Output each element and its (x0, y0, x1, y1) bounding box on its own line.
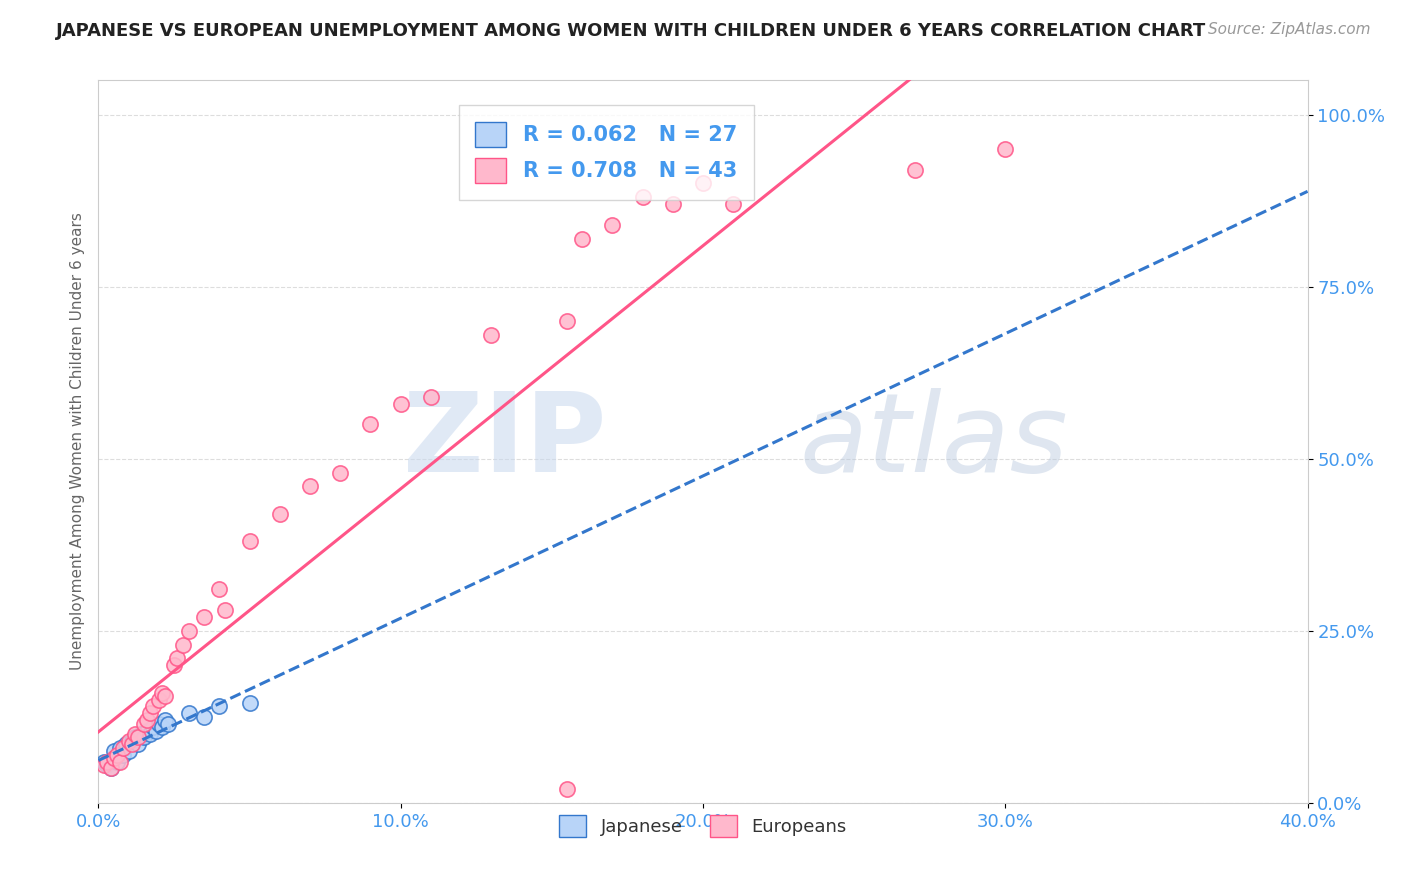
Point (108, 755, 131, 769)
Point (153, 689, 176, 703)
Point (124, 731, 146, 745)
Point (156, 716, 179, 731)
Point (723, 197, 745, 211)
Point (129, 727, 152, 741)
Point (118, 744, 141, 758)
Point (239, 696, 262, 710)
Point (555, 314, 578, 328)
Point (132, 716, 155, 731)
Point (96, 755, 118, 769)
Point (153, 713, 176, 727)
Point (269, 507, 291, 521)
Point (105, 755, 128, 769)
Point (96, 758, 118, 772)
Point (139, 706, 162, 721)
Point (602, 218, 624, 232)
Point (103, 751, 125, 765)
Point (571, 231, 593, 245)
Point (114, 737, 136, 751)
Point (127, 731, 149, 745)
Point (329, 466, 352, 480)
Point (692, 177, 714, 191)
Point (163, 658, 186, 673)
Point (994, 142, 1017, 156)
Point (904, 162, 927, 177)
Point (179, 624, 201, 638)
Point (150, 686, 173, 700)
Point (239, 534, 262, 549)
Legend: Japanese, Europeans: Japanese, Europeans (553, 808, 853, 845)
Point (148, 692, 170, 706)
Point (93, 758, 115, 772)
Point (661, 197, 683, 211)
Point (93, 755, 115, 769)
Point (121, 734, 143, 748)
Point (124, 727, 146, 741)
Point (100, 761, 122, 775)
Point (121, 737, 143, 751)
Point (111, 740, 134, 755)
Point (135, 713, 157, 727)
Point (118, 734, 141, 748)
Point (100, 761, 122, 775)
Point (166, 651, 188, 665)
Point (208, 582, 231, 597)
Point (139, 727, 162, 741)
Point (208, 699, 231, 714)
Point (103, 744, 125, 758)
Point (193, 710, 215, 724)
Text: ZIP: ZIP (404, 388, 606, 495)
Point (108, 740, 131, 755)
Point (132, 731, 155, 745)
Y-axis label: Unemployment Among Women with Children Under 6 years: Unemployment Among Women with Children U… (69, 212, 84, 671)
Point (105, 747, 128, 762)
Point (179, 706, 201, 721)
Point (214, 603, 236, 617)
Point (389, 397, 412, 411)
Point (127, 737, 149, 751)
Text: JAPANESE VS EUROPEAN UNEMPLOYMENT AMONG WOMEN WITH CHILDREN UNDER 6 YEARS CORREL: JAPANESE VS EUROPEAN UNEMPLOYMENT AMONG … (56, 22, 1206, 40)
Point (142, 720, 165, 734)
Point (193, 610, 215, 624)
Point (103, 751, 125, 765)
Point (299, 479, 322, 493)
Point (150, 720, 173, 734)
Point (148, 716, 170, 731)
Point (111, 747, 134, 762)
Text: atlas: atlas (800, 388, 1069, 495)
Point (142, 699, 165, 714)
Point (360, 417, 382, 432)
Point (631, 190, 654, 204)
Point (555, 782, 578, 797)
Point (145, 723, 167, 738)
Point (420, 390, 443, 404)
Text: Source: ZipAtlas.com: Source: ZipAtlas.com (1208, 22, 1371, 37)
Point (481, 327, 503, 342)
Point (135, 723, 157, 738)
Point (172, 638, 194, 652)
